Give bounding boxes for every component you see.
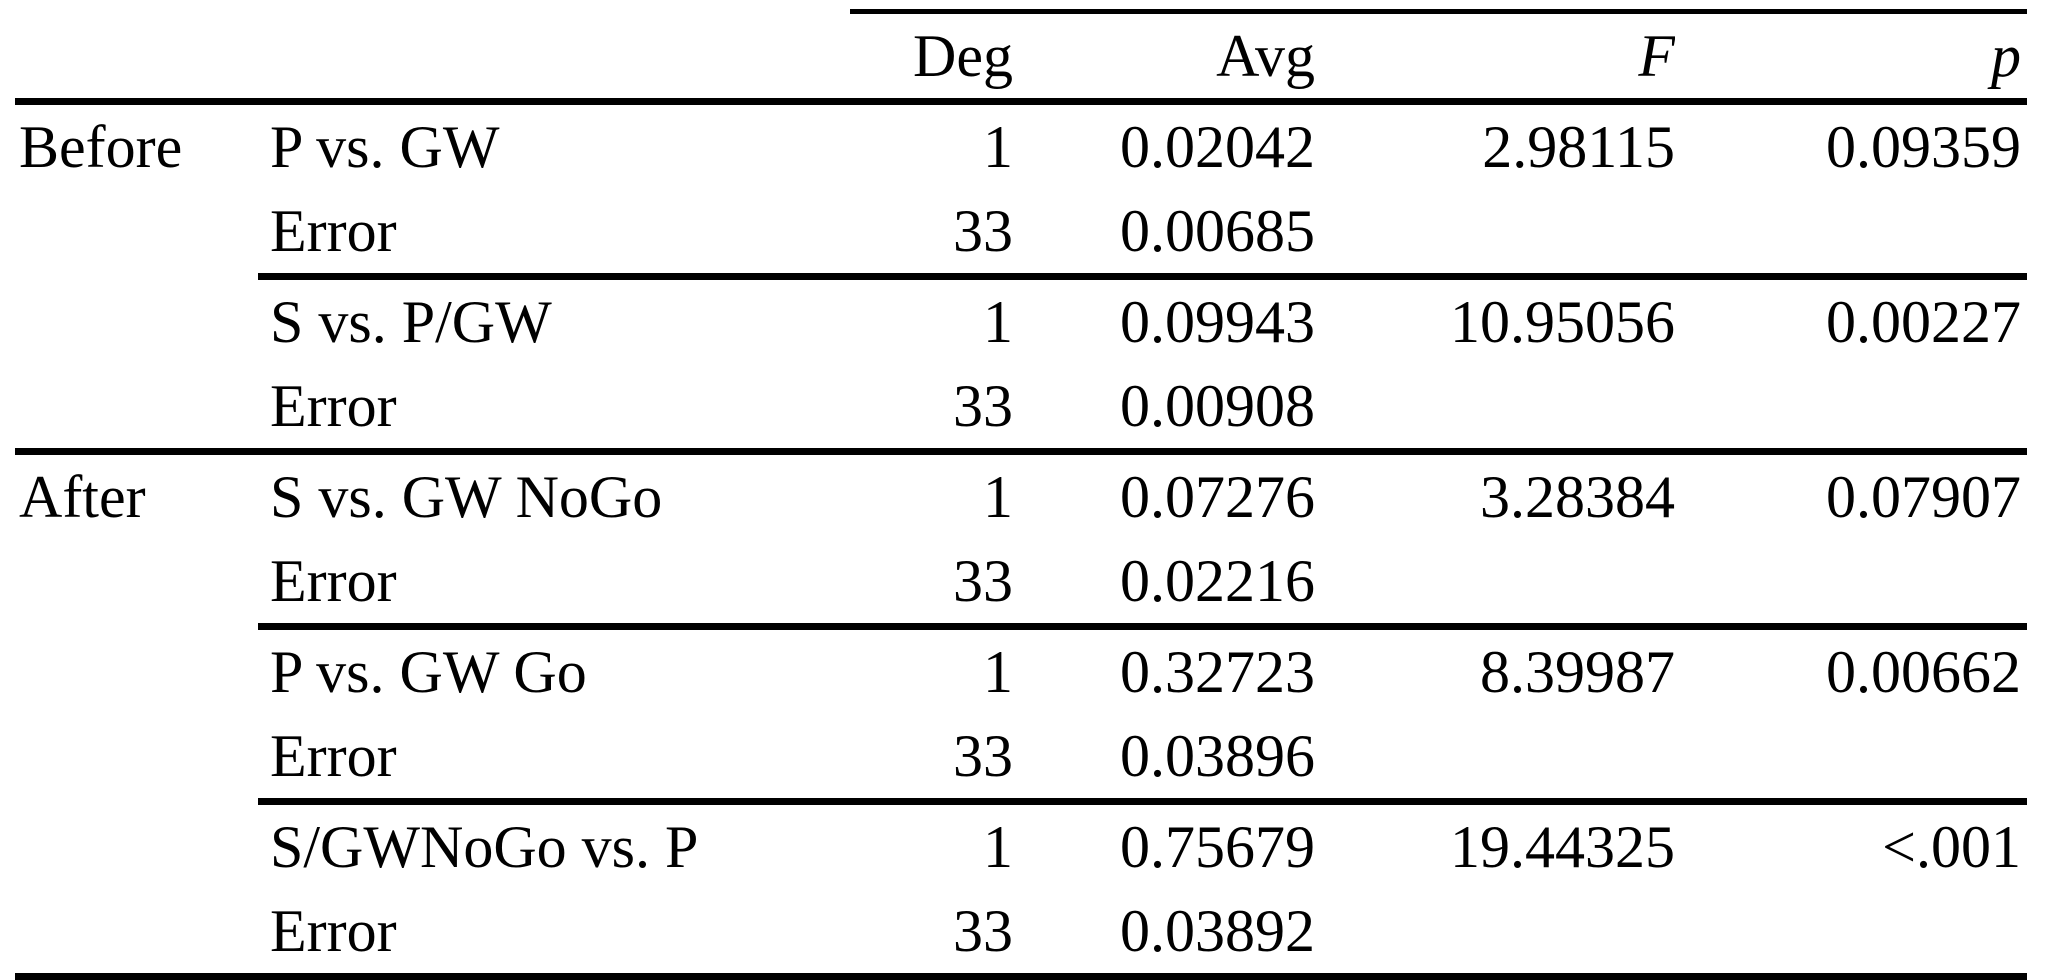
cell-group [15, 627, 258, 715]
table-row: Error 33 0.03892 [15, 889, 2027, 977]
cell-avg: 0.75679 [1013, 798, 1315, 889]
cell-contrast: Error [270, 197, 397, 264]
cell-p [1675, 714, 2027, 802]
table-row: S vs. P/GW 1 0.09943 10.95056 0.00227 [15, 273, 2027, 365]
cell-group: After [15, 448, 258, 539]
cell-deg: 1 [850, 273, 1013, 364]
cell-f: 3.28384 [1315, 448, 1675, 539]
table-row: Error 33 0.03896 [15, 714, 2027, 802]
header-p: p [1675, 9, 2027, 105]
cell-deg: 33 [953, 897, 1013, 964]
cell-deg: 33 [953, 372, 1013, 439]
cell-contrast: S/GWNoGo vs. P [258, 798, 850, 889]
table-row: S/GWNoGo vs. P 1 0.75679 19.44325 <.001 [15, 798, 2027, 890]
cell-group: Before [19, 113, 183, 180]
cell-contrast: Error [270, 722, 397, 789]
cell-f [1315, 889, 1675, 977]
cell-f: 2.98115 [1482, 113, 1675, 180]
cell-contrast: P vs. GW [270, 113, 500, 180]
cell-p: 0.00662 [1675, 623, 2027, 714]
cell-group [15, 277, 258, 365]
cell-f: 19.44325 [1315, 798, 1675, 889]
cell-contrast: P vs. GW Go [258, 623, 850, 714]
cell-deg: 1 [850, 798, 1013, 889]
header-row: Deg Avg F p [15, 9, 2027, 105]
cell-avg: 0.00685 [1120, 197, 1315, 264]
cell-group [15, 802, 258, 890]
cell-p [1675, 889, 2027, 977]
cell-avg: 0.09943 [1013, 273, 1315, 364]
cell-f: 10.95056 [1315, 273, 1675, 364]
cell-p [1675, 189, 2027, 277]
cell-p: <.001 [1675, 798, 2027, 889]
cell-avg: 0.03896 [1120, 722, 1315, 789]
cell-f [1315, 539, 1675, 627]
cell-p: 0.09359 [1826, 113, 2021, 180]
header-f: F [1315, 9, 1675, 105]
cell-f [1315, 364, 1675, 452]
cell-contrast: Error [270, 547, 397, 614]
cell-avg: 0.02216 [1120, 547, 1315, 614]
header-deg: Deg [850, 9, 1013, 105]
table-row: Before P vs. GW 1 0.02042 2.98115 0.0935… [15, 102, 2027, 190]
header-group [15, 11, 258, 105]
cell-avg: 0.07276 [1013, 448, 1315, 539]
cell-avg: 0.03892 [1120, 897, 1315, 964]
cell-f [1315, 189, 1675, 277]
cell-group [15, 364, 258, 452]
cell-contrast: S vs. GW NoGo [258, 448, 850, 539]
table-row: Error 33 0.00685 [15, 189, 2027, 277]
cell-p [1675, 539, 2027, 627]
cell-contrast: Error [270, 897, 397, 964]
cell-deg: 33 [953, 722, 1013, 789]
table-row: P vs. GW Go 1 0.32723 8.39987 0.00662 [15, 623, 2027, 715]
anova-table: Deg Avg F p Before P vs. GW 1 0.02042 2.… [15, 9, 2027, 980]
cell-avg: 0.32723 [1013, 623, 1315, 714]
cell-p: 0.00227 [1675, 273, 2027, 364]
cell-deg: 1 [850, 448, 1013, 539]
cell-group [15, 889, 258, 977]
cell-deg: 33 [953, 547, 1013, 614]
cell-group [15, 189, 258, 277]
header-avg: Avg [1013, 9, 1315, 105]
cell-p [1675, 364, 2027, 452]
cell-avg: 0.02042 [1120, 113, 1315, 180]
cell-f: 8.39987 [1315, 623, 1675, 714]
cell-deg: 1 [983, 113, 1013, 180]
cell-group [15, 539, 258, 627]
header-contrast [258, 11, 850, 105]
cell-avg: 0.00908 [1120, 372, 1315, 439]
anova-table-container: Deg Avg F p Before P vs. GW 1 0.02042 2.… [15, 9, 2027, 980]
cell-f [1315, 714, 1675, 802]
cell-contrast: S vs. P/GW [258, 273, 850, 364]
table-row: After S vs. GW NoGo 1 0.07276 3.28384 0.… [15, 448, 2027, 539]
table-row: Error 33 0.00908 [15, 364, 2027, 452]
cell-group [15, 714, 258, 802]
cell-p: 0.07907 [1675, 448, 2027, 539]
table-row: Error 33 0.02216 [15, 539, 2027, 627]
cell-deg: 33 [953, 197, 1013, 264]
cell-deg: 1 [850, 623, 1013, 714]
cell-contrast: Error [270, 372, 397, 439]
